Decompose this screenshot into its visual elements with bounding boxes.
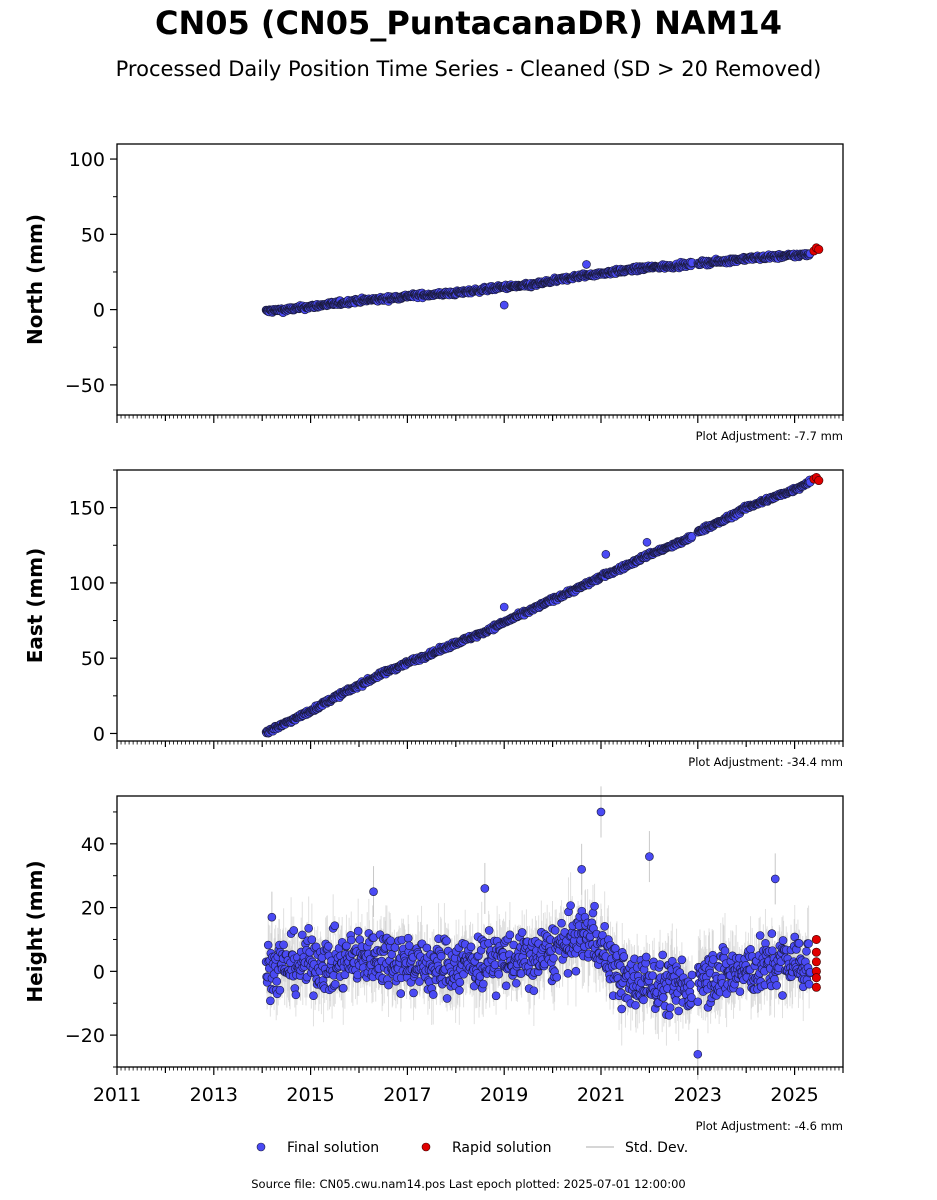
final-solution-point bbox=[499, 602, 509, 612]
final-solution-point bbox=[642, 537, 652, 547]
y-tick-label: 50 bbox=[81, 648, 105, 670]
panel-east: 0 50 100 150 East (mm) Plot Adjustment: -34.4… bbox=[23, 469, 844, 769]
plot-adjustment-note: Plot Adjustment: -34.4 mm bbox=[688, 755, 843, 769]
chart-subtitle: Processed Daily Position Time Series - C… bbox=[115, 57, 822, 81]
y-tick-label: 100 bbox=[69, 573, 105, 595]
final-solution-point bbox=[601, 550, 611, 559]
y-axis-label: East (mm) bbox=[23, 548, 47, 664]
y-axis-label: North (mm) bbox=[23, 214, 47, 345]
rapid-solution-point bbox=[814, 244, 824, 254]
final-solution-point bbox=[499, 300, 509, 310]
y-tick-label: 150 bbox=[69, 498, 105, 520]
y-tick-label: 50 bbox=[81, 224, 105, 246]
rapid-solution-point bbox=[814, 476, 824, 486]
chart-title: CN05 (CN05_PuntacanaDR) NAM14 bbox=[154, 4, 783, 42]
y-tick-label: 0 bbox=[93, 723, 105, 745]
plot-adjustment-note: Plot Adjustment: -7.7 mm bbox=[696, 429, 843, 443]
panel-north: −50 0 50 100 North (mm) Plot Adjustment: -7.7… bbox=[23, 143, 844, 443]
y-tick-label: 0 bbox=[93, 300, 105, 322]
plot-area bbox=[117, 796, 843, 1067]
final-solution-points bbox=[261, 249, 815, 317]
plot-area bbox=[117, 144, 843, 415]
y-tick-label: −50 bbox=[65, 375, 105, 397]
y-tick-label: 100 bbox=[69, 149, 105, 171]
final-solution-point bbox=[582, 260, 591, 269]
